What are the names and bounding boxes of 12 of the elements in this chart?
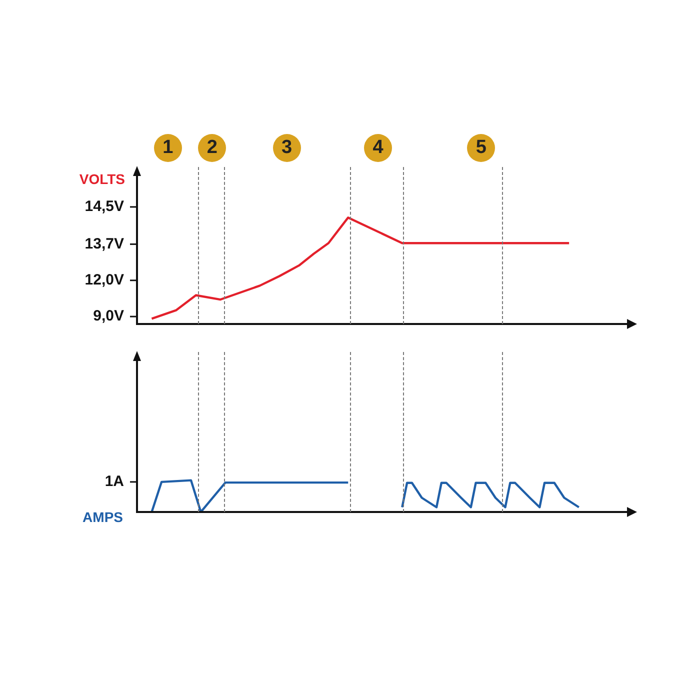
text: 14,5V xyxy=(84,198,124,216)
numbered-badge: 2 xyxy=(198,134,226,162)
numbered-badge: 4 xyxy=(364,134,392,162)
y-axis-title: AMPS xyxy=(82,508,123,525)
text: 13,7V xyxy=(84,235,124,252)
numbered-badge: 5 xyxy=(467,134,496,162)
numbered-badge: 1 xyxy=(154,134,182,162)
y-axis-title: VOLTS xyxy=(79,170,125,187)
text: 12,0V xyxy=(84,272,124,289)
text: 1A xyxy=(104,473,124,490)
numbered-badge: 3 xyxy=(272,134,301,162)
text: 9,0V xyxy=(93,308,124,325)
